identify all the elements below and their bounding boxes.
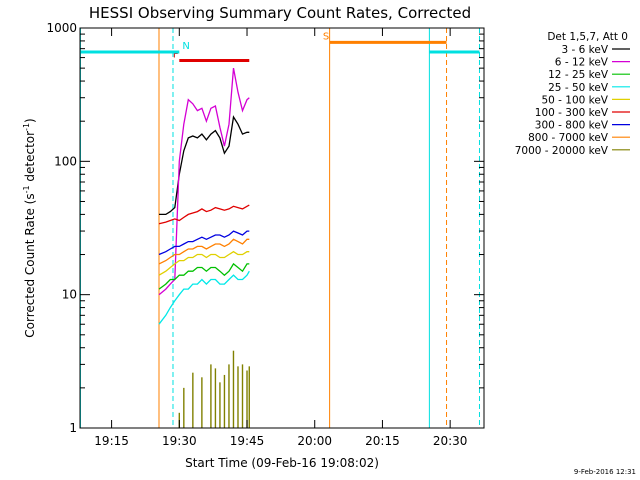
series-5 (158, 204, 250, 225)
chart-title: HESSI Observing Summary Count Rates, Cor… (89, 4, 471, 22)
datestamp: 9-Feb-2016 12:31 (574, 468, 636, 476)
y-axis-label-main: Corrected Count Rate (s (23, 193, 37, 337)
legend-label-5: 100 - 300 keV (535, 107, 609, 119)
legend-header: Det 1,5,7, Att 0 (547, 31, 628, 43)
y-tick-label-2: 100 (54, 154, 77, 168)
y-axis-label-sup2: -1 (22, 123, 31, 131)
y-tick-label-0: 1 (69, 421, 77, 435)
series-2 (158, 262, 250, 290)
y-axis-label-end: ) (23, 118, 37, 123)
plot-frame (79, 27, 485, 429)
series-0 (159, 115, 250, 216)
x-tick-label-3: 20:00 (297, 434, 332, 448)
series-8 (178, 350, 250, 428)
legend-label-8: 7000 - 20000 keV (515, 145, 609, 157)
legend-label-6: 300 - 800 keV (535, 120, 609, 132)
x-tick-label-0: 19:15 (94, 434, 129, 448)
legend-label-7: 800 - 7000 keV (528, 132, 609, 144)
x-axis-label: Start Time (09-Feb-16 19:08:02) (185, 456, 379, 470)
y-tick-label-1: 10 (62, 288, 77, 302)
legend-label-4: 50 - 100 keV (541, 94, 608, 106)
x-tick-label-1: 19:30 (162, 434, 197, 448)
flag-label-F: F (173, 50, 179, 61)
x-axis: 19:15 19:30 19:45 20:00 20:15 20:30 (94, 28, 467, 448)
y-tick-label-3: 1000 (46, 21, 77, 35)
x-tick-label-4: 20:15 (365, 434, 400, 448)
y-axis-label: Corrected Count Rate (s-1 detector-1) (22, 118, 37, 337)
series-7 (158, 238, 250, 265)
series-3 (158, 270, 250, 325)
series-4 (158, 250, 250, 276)
legend-label-2: 12 - 25 keV (548, 69, 609, 81)
series-6 (158, 230, 250, 256)
x-tick-label-2: 19:45 (230, 434, 265, 448)
series-1 (158, 67, 250, 296)
x-tick-label-5: 20:30 (433, 434, 468, 448)
flag-label-N: N (182, 41, 189, 52)
y-axis-label-sup1: -1 (22, 185, 31, 193)
legend-label-3: 25 - 50 keV (548, 82, 609, 94)
data-layer: FN S (79, 28, 480, 428)
flag-label-S: S (323, 31, 329, 42)
legend-label-1: 6 - 12 keV (555, 57, 609, 69)
legend-label-0: 3 - 6 keV (561, 44, 608, 56)
y-axis-label-mid: detector (23, 131, 37, 186)
y-axis: 1 10 100 1000 (46, 21, 484, 435)
